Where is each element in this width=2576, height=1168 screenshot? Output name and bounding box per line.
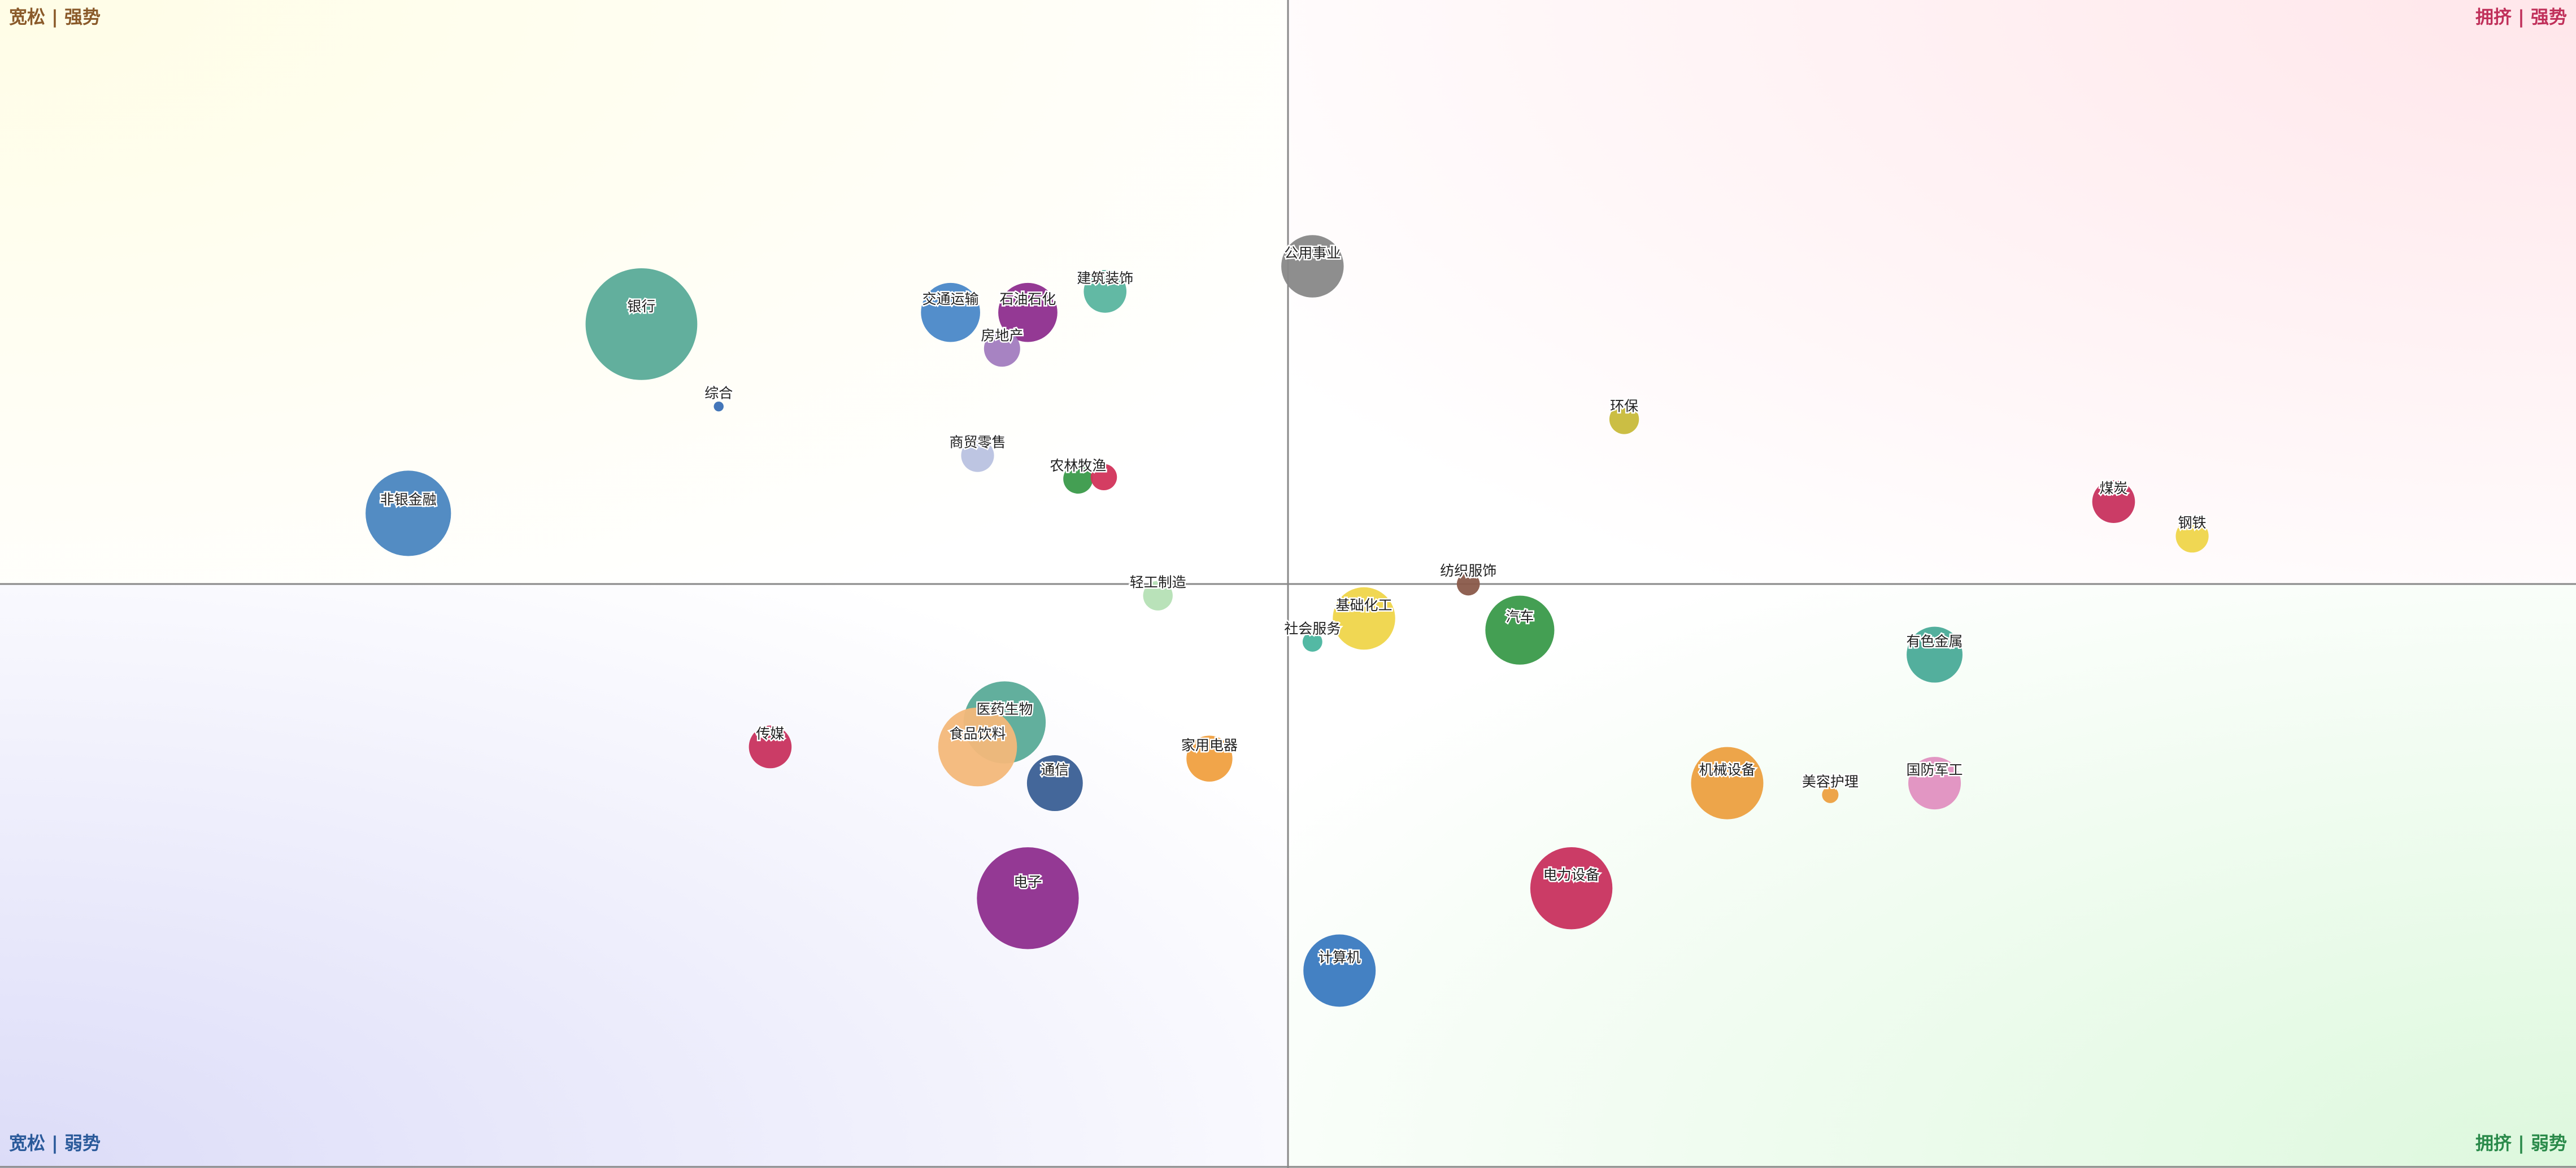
bubble [1485, 595, 1555, 665]
bubble [1143, 581, 1173, 611]
bubble [938, 707, 1017, 787]
bubble-label: 计算机 [1319, 949, 1361, 966]
quadrant-bg [0, 584, 1288, 1168]
bubble [1186, 735, 1233, 782]
bubble-label: 基础化工 [1336, 597, 1393, 613]
bubble-label: 电子 [1013, 874, 1042, 890]
bubble-label: 美容护理 [1802, 773, 1859, 790]
bubble [1907, 626, 1963, 683]
bubble-label: 综合 [704, 385, 733, 402]
bubble [1026, 755, 1083, 812]
bubble [961, 439, 994, 472]
bubble-label: 国防军工 [1907, 762, 1963, 778]
bubble-label: 银行 [627, 298, 655, 315]
bubble-label: 医药生物 [976, 701, 1033, 717]
bubble [1530, 847, 1613, 930]
bubble [1063, 464, 1093, 494]
bubble [1908, 757, 1961, 810]
quadrant-bg [1288, 0, 2576, 584]
quadrant-label: 拥挤 | 弱势 [2475, 1132, 2567, 1154]
bubble [713, 401, 724, 412]
bubble [1609, 404, 1639, 434]
bubble [921, 282, 980, 342]
bubble [585, 268, 698, 380]
bubble-label: 轻工制造 [1130, 574, 1186, 591]
bubble-label: 非银金融 [380, 491, 437, 508]
bubble [2175, 520, 2209, 553]
bubble-label: 汽车 [1505, 609, 1534, 625]
bubble [1822, 786, 1839, 803]
bubble [1302, 631, 1322, 652]
bubble [1333, 587, 1395, 650]
bubble-label: 建筑装饰 [1077, 270, 1133, 286]
bubble-label: 环保 [1610, 398, 1638, 414]
bubble [1084, 270, 1127, 313]
bubble-label: 电力设备 [1543, 867, 1600, 883]
bubble-label: 公用事业 [1284, 245, 1341, 262]
bubble-label: 钢铁 [2178, 515, 2207, 531]
bubble-label: 食品饮料 [950, 725, 1006, 742]
bubble-label: 有色金属 [1907, 633, 1963, 650]
bubble [977, 847, 1079, 949]
bubble-label: 煤炭 [2099, 480, 2127, 496]
bubble [1691, 747, 1764, 820]
bubble [1456, 572, 1480, 596]
bubble-label: 商贸零售 [950, 434, 1006, 451]
bubble-label: 社会服务 [1284, 620, 1341, 637]
bubble [365, 470, 451, 556]
bubble [2092, 480, 2135, 524]
bubble-label: 农林牧渔 [1050, 457, 1106, 474]
bubble [998, 282, 1058, 342]
bubble-label: 交通运输 [923, 291, 979, 307]
bubble [1303, 934, 1376, 1007]
bubble-label: 通信 [1041, 762, 1069, 778]
bubble [1090, 464, 1117, 491]
bubble-label: 传媒 [756, 725, 784, 742]
bubble-label: 纺织服饰 [1440, 563, 1496, 579]
bubble [1281, 235, 1344, 298]
bubble [984, 330, 1020, 367]
bubble-label: 机械设备 [1699, 762, 1755, 778]
quadrant-label: 宽松 | 弱势 [9, 1132, 101, 1154]
bubble [749, 725, 792, 769]
quadrant-label: 拥挤 | 强势 [2475, 6, 2567, 28]
bubble-label: 家用电器 [1181, 737, 1238, 753]
bubble-label: 房地产 [981, 327, 1023, 343]
bubble-label: 石油石化 [999, 291, 1056, 307]
quadrant-label: 宽松 | 强势 [9, 6, 101, 28]
